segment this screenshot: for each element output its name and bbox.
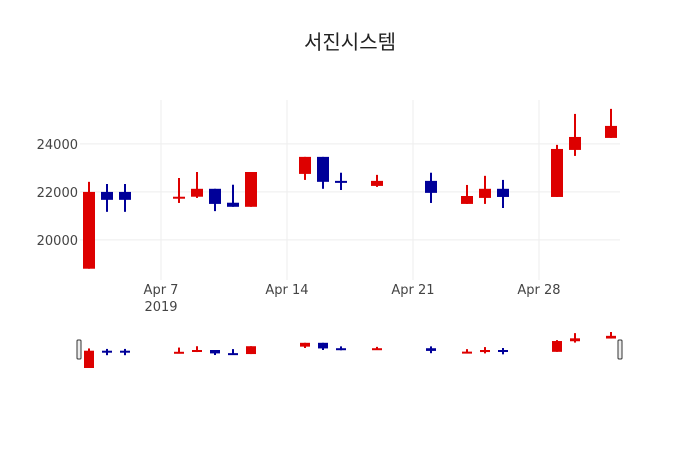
slider-candle-body [426,348,436,351]
x-tick-label: Apr 14 [265,283,308,298]
slider-candle-body [120,350,130,353]
candle-body [299,156,311,174]
candle-body [335,180,347,183]
slider-candle-body [606,335,616,339]
candle-body [605,125,617,138]
range-slider[interactable] [76,332,623,368]
slider-candle-body [210,350,220,354]
slider-candle-body [192,350,202,352]
candle-body [479,188,491,198]
x-tick-label: Apr 21 [391,283,434,298]
range-slider-right-handle [617,339,623,360]
slider-candle-body [480,350,490,353]
slider-candle-body [570,338,580,342]
candle-body [119,191,131,200]
candle-body [191,188,203,197]
slider-candle-body [228,353,238,356]
slider-candle-body [372,348,382,351]
y-tick-label: 20000 [37,234,78,249]
candle-body [461,196,473,204]
y-tick-label: 22000 [37,186,78,201]
slider-candle-body [300,342,310,347]
slider-candle-body [102,350,112,353]
slider-candle-body [84,350,94,368]
candle-body [317,156,329,182]
candle-body [569,136,581,150]
chart-title: 서진시스템 [304,30,396,54]
candle-body [173,196,185,199]
candle-body [245,172,257,207]
slider-candle-body [462,351,472,354]
candle-body [371,180,383,186]
slider-candle-body [246,346,256,355]
candle-body [101,191,113,200]
slider-candle-body [552,341,562,352]
slider-candle-body [336,348,346,351]
candle-body [83,191,95,269]
x-tick-label: Apr 28 [517,283,560,298]
x-tick-year-label: 2019 [144,300,177,315]
range-slider-left-handle [76,339,82,360]
x-tick-label: Apr 7 [144,283,179,298]
candle-body [227,202,239,207]
candle-body [425,180,437,193]
candle-body [551,148,563,197]
slider-candle-body [498,350,508,352]
candle-body [209,188,221,204]
candle-body [497,188,509,197]
slider-candle-body [318,342,328,349]
slider-candle-body [174,351,184,354]
y-tick-label: 24000 [37,138,78,153]
